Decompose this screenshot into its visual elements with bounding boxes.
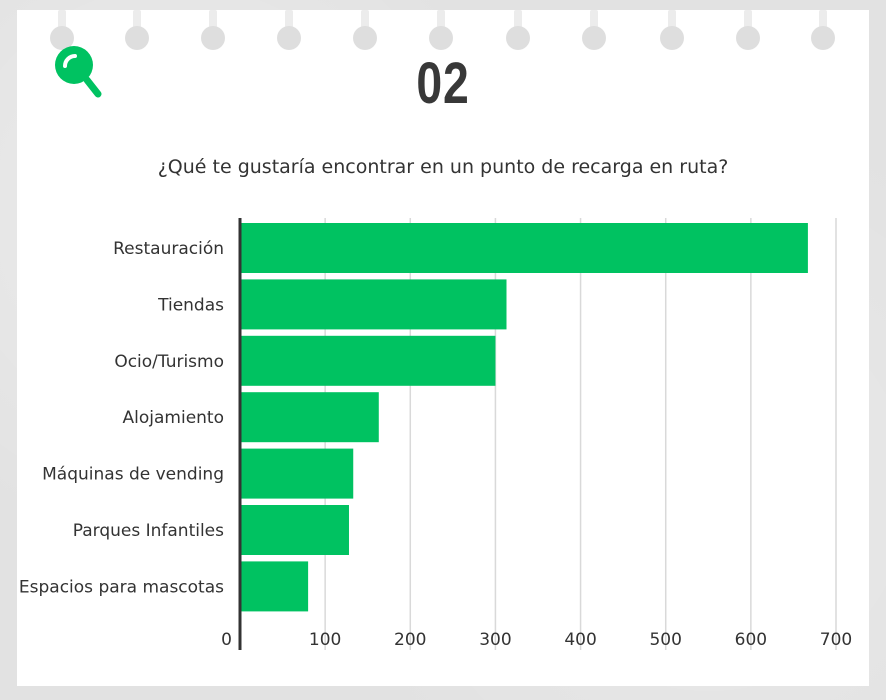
x-tick-label: 400 (564, 630, 596, 650)
chart-title: ¿Qué te gustaría encontrar en un punto d… (157, 156, 729, 178)
binding-hole (277, 26, 301, 50)
category-label: Restauración (113, 239, 224, 259)
binding-hole (429, 26, 453, 50)
binding-hole (201, 26, 225, 50)
binding-hole (125, 26, 149, 50)
binding-ring (437, 10, 445, 32)
x-tick-label: 0 (221, 630, 232, 650)
x-tick-label: 700 (820, 630, 852, 650)
bar (240, 335, 496, 386)
bar (240, 505, 349, 555)
category-label: Ocio/Turismo (114, 352, 224, 372)
x-tick-label: 300 (479, 630, 511, 650)
binding-ring (209, 10, 217, 32)
binding-ring (819, 10, 827, 32)
category-label: Tiendas (157, 295, 224, 315)
category-label: Alojamiento (123, 408, 224, 428)
category-label: Espacios para mascotas (19, 577, 224, 597)
binding-hole (506, 26, 530, 50)
bar (240, 448, 354, 499)
binding-hole (50, 26, 74, 50)
bar (240, 279, 507, 330)
binding-ring (133, 10, 141, 32)
binding-ring (285, 10, 293, 32)
page-number: 02 (416, 51, 470, 116)
category-label: Parques Infantiles (73, 521, 224, 541)
binding-hole (811, 26, 835, 50)
x-tick-label: 200 (394, 630, 426, 650)
x-tick-label: 600 (735, 630, 767, 650)
binding-hole (582, 26, 606, 50)
binding-ring (58, 10, 66, 32)
binding-ring (361, 10, 369, 32)
bar (240, 223, 808, 273)
category-label: Máquinas de vending (42, 465, 224, 485)
x-tick-label: 100 (309, 630, 341, 650)
search-icon (55, 46, 102, 98)
bar (240, 561, 309, 612)
binding-ring (668, 10, 676, 32)
bar (240, 392, 379, 443)
binding-ring (744, 10, 752, 32)
binding-hole (353, 26, 377, 50)
binding-hole (736, 26, 760, 50)
x-tick-label: 500 (649, 630, 681, 650)
binding-hole (660, 26, 684, 50)
binding-ring (514, 10, 522, 32)
binding-ring (590, 10, 598, 32)
